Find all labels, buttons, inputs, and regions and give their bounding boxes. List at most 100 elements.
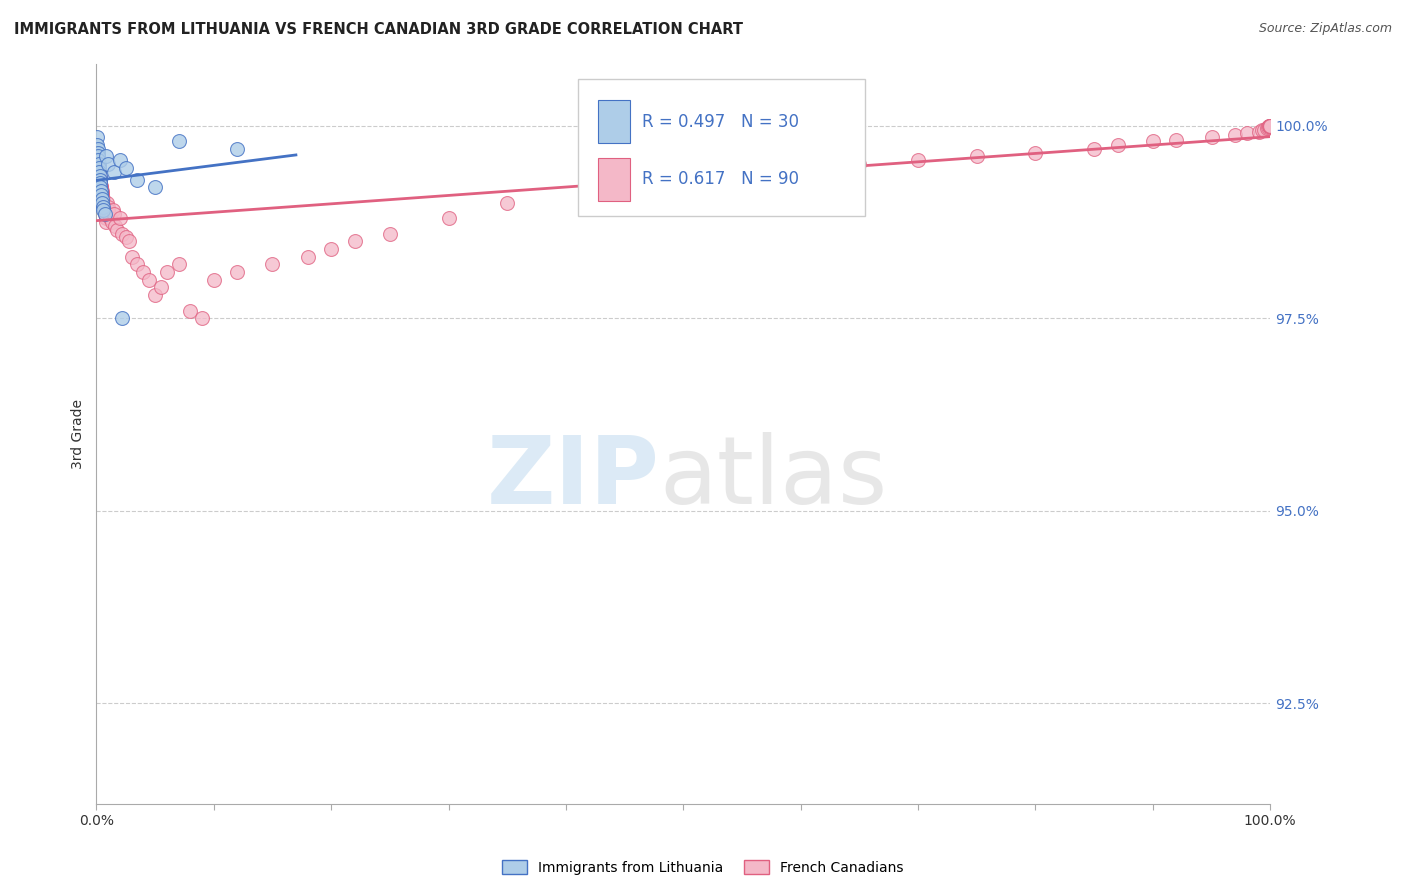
Point (96, 200, 118, 214)
Text: R = 0.617   N = 90: R = 0.617 N = 90 (643, 170, 799, 188)
Point (87, 161, 110, 175)
Point (1253, 122, 1275, 136)
Bar (598, 100, 630, 144)
Point (179, 303, 201, 318)
Point (731, 172, 754, 186)
Point (87, 159, 110, 173)
Point (90, 184, 112, 198)
Point (1257, 120, 1279, 135)
Point (1258, 119, 1281, 133)
Point (89, 172, 111, 186)
Point (1247, 125, 1270, 139)
Point (86, 142, 108, 156)
Point (167, 257, 190, 271)
Point (132, 265, 155, 279)
Point (1258, 119, 1281, 133)
Point (94, 205, 117, 219)
Point (93, 203, 115, 218)
Point (89, 177, 111, 191)
FancyBboxPatch shape (578, 78, 865, 216)
Legend: Immigrants from Lithuania, French Canadians: Immigrants from Lithuania, French Canadi… (496, 855, 910, 880)
Point (89, 169, 111, 183)
Text: atlas: atlas (659, 432, 889, 524)
Point (108, 211, 131, 226)
Point (1166, 132, 1188, 146)
Point (93, 195, 115, 210)
Point (97, 203, 120, 218)
Point (111, 311, 134, 326)
Point (297, 250, 319, 264)
Point (87, 166, 110, 180)
Point (90, 180, 112, 194)
Point (86, 157, 108, 171)
Point (94, 207, 117, 221)
Point (97, 157, 120, 171)
Y-axis label: 3rd Grade: 3rd Grade (72, 399, 86, 469)
Point (1258, 119, 1281, 133)
Point (191, 311, 214, 326)
Point (90, 182, 112, 196)
Text: IMMIGRANTS FROM LITHUANIA VS FRENCH CANADIAN 3RD GRADE CORRELATION CHART: IMMIGRANTS FROM LITHUANIA VS FRENCH CANA… (14, 22, 742, 37)
Point (262, 257, 284, 271)
Point (156, 265, 179, 279)
Point (87, 163, 110, 178)
Point (89, 177, 111, 191)
Point (98, 207, 121, 221)
Point (89, 172, 111, 186)
Point (1258, 119, 1281, 133)
Point (437, 211, 460, 226)
Point (138, 273, 160, 287)
Point (87, 161, 110, 175)
Point (907, 153, 929, 168)
Point (89, 165, 111, 179)
Point (496, 195, 519, 210)
Point (1251, 123, 1274, 137)
Point (226, 265, 249, 279)
Point (789, 165, 811, 179)
Point (90, 184, 112, 198)
Point (90, 192, 112, 206)
Bar (598, 158, 630, 201)
Point (226, 142, 249, 156)
Point (86, 149, 108, 163)
Point (149, 280, 172, 294)
Point (91, 188, 114, 202)
Point (848, 157, 870, 171)
Text: ZIP: ZIP (486, 432, 659, 524)
Point (1223, 128, 1246, 142)
Point (378, 227, 401, 241)
Point (90, 178, 112, 193)
Point (167, 134, 190, 148)
Point (96, 195, 118, 210)
Point (91, 200, 114, 214)
Point (93, 197, 115, 211)
Point (87, 149, 110, 163)
Point (578, 188, 600, 202)
Point (321, 242, 343, 256)
Point (94, 210, 117, 224)
Point (1083, 142, 1105, 156)
Point (91, 194, 114, 209)
Point (91, 186, 114, 201)
Point (143, 180, 166, 194)
Point (87, 153, 110, 168)
Point (91, 192, 114, 206)
Point (91, 195, 114, 210)
Point (103, 165, 125, 179)
Point (91, 189, 114, 203)
Point (111, 227, 134, 241)
Point (93, 200, 115, 214)
Point (108, 153, 131, 168)
Point (143, 288, 166, 302)
Point (86, 137, 108, 152)
Point (127, 172, 149, 186)
Point (86, 130, 108, 145)
Point (966, 149, 988, 163)
Point (89, 171, 111, 186)
Point (1258, 119, 1281, 133)
Point (114, 161, 136, 175)
Point (118, 234, 141, 248)
Point (121, 250, 143, 264)
Point (100, 211, 122, 226)
Point (87, 157, 110, 171)
